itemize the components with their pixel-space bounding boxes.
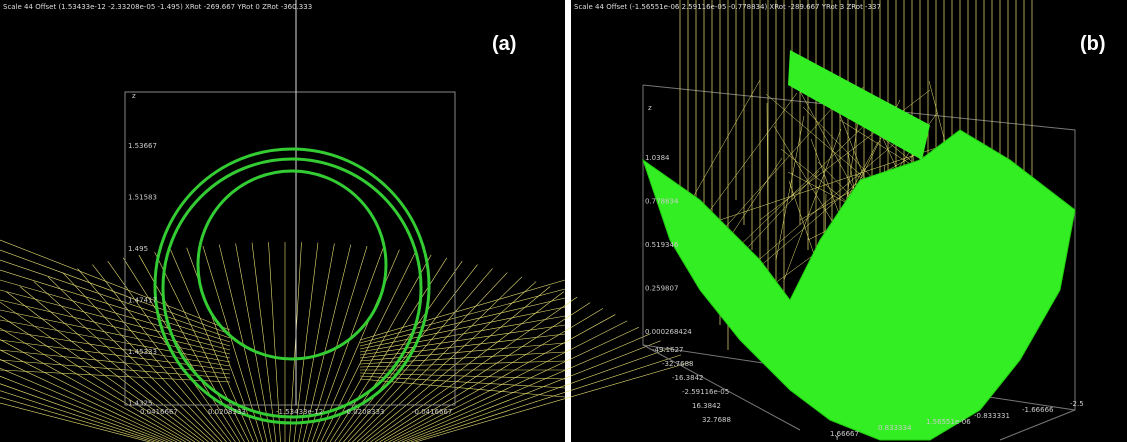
x-tick-label: -0.0416667 (412, 408, 452, 416)
page: (a) (b) Scale 44 Offset (1.53433e-12 -2.… (0, 0, 1127, 442)
axis-title: z (132, 92, 136, 100)
z-tick-label: 0.519346 (645, 241, 679, 249)
x-tick-label: -1.53433e-12 (276, 408, 323, 416)
x-tick-label: 0.833334 (878, 424, 912, 432)
x-tick-label: -0.0208333 (344, 408, 384, 416)
x-tick-label: 1.56551e-06 (926, 418, 971, 426)
x-tick-label: 0.0208333 (208, 408, 246, 416)
y-tick-label: -16.3842 (672, 374, 703, 382)
z-tick-label: 1.47417 (128, 297, 157, 305)
x-tick-label: -0.833331 (974, 412, 1010, 420)
panel-label: (a) (492, 33, 516, 55)
x-tick-label: 1.66667 (830, 430, 859, 438)
x-tick-label: -1.66666 (1022, 406, 1054, 414)
header: Scale 44 Offset (1.53433e-12 -2.33208e-0… (3, 3, 312, 11)
z-tick-label: 0.000268424 (645, 328, 692, 336)
z-tick-label: 1.4325 (128, 400, 153, 408)
y-tick-label: 16.3842 (692, 402, 721, 410)
header: Scale 44 Offset (-1.56551e-06 2.59116e-0… (574, 3, 881, 11)
axis-title: z (648, 104, 652, 112)
screenshot: (a) (b) Scale 44 Offset (1.53433e-12 -2.… (0, 0, 1127, 442)
y-tick-label: -49.1627 (652, 346, 683, 354)
y-tick-label: -2.59116e-05 (682, 388, 729, 396)
x-tick-label: 0.0416667 (140, 408, 178, 416)
z-tick-label: 1.495 (128, 245, 148, 253)
x-tick-label: -2.5 (1070, 400, 1084, 408)
z-tick-label: 1.45333 (128, 348, 157, 356)
z-tick-label: 1.0384 (645, 154, 670, 162)
z-tick-label: 0.259807 (645, 285, 678, 293)
y-tick-label: 32.7688 (702, 416, 731, 424)
z-tick-label: 1.53667 (128, 142, 157, 150)
y-tick-label: -32.7688 (662, 360, 693, 368)
z-tick-label: 1.51583 (128, 194, 157, 202)
panel-label: (b) (1080, 33, 1106, 55)
panel-a-bg (0, 0, 565, 442)
z-tick-label: 0.778834 (645, 198, 679, 206)
